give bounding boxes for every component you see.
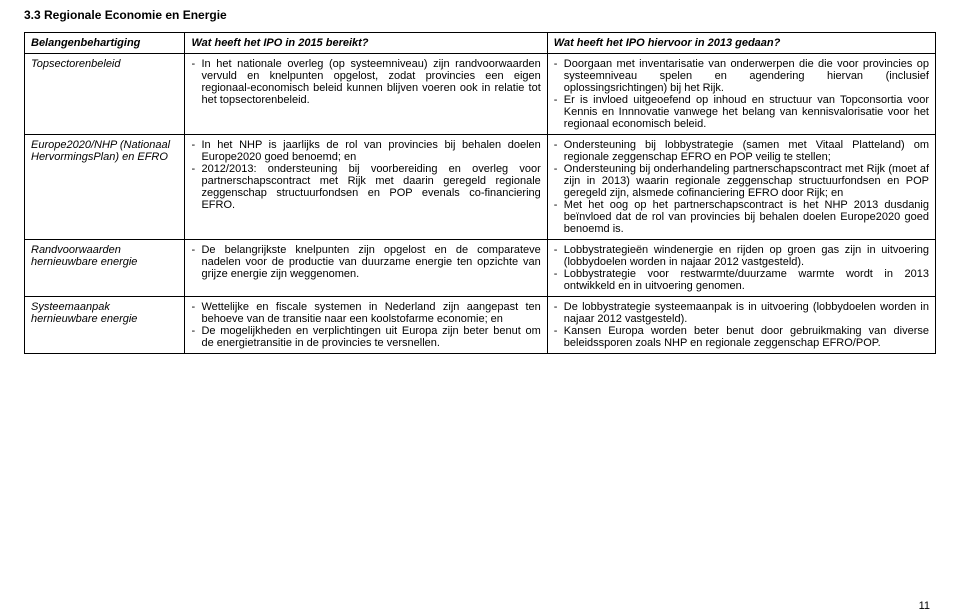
cell-2013: De lobbystrategie systeemaanpak is in ui…	[547, 297, 935, 354]
col-header-3: Wat heeft het IPO hiervoor in 2013 gedaa…	[547, 33, 935, 54]
table-row: Randvoorwaarden hernieuwbare energie De …	[25, 240, 936, 297]
table-row: Topsectorenbeleid In het nationale overl…	[25, 54, 936, 135]
list-item: Er is invloed uitgeoefend op inhoud en s…	[554, 94, 929, 130]
cell-2015: De belangrijkste knelpunten zijn opgelos…	[185, 240, 547, 297]
row-label: Systeemaanpak hernieuwbare energie	[25, 297, 185, 354]
list-item: In het nationale overleg (op systeemnive…	[191, 58, 540, 106]
list-item: Lobbystrategieën windenergie en rijden o…	[554, 244, 929, 268]
cell-2015: Wettelijke en fiscale systemen in Nederl…	[185, 297, 547, 354]
list-item: Ondersteuning bij onderhandeling partner…	[554, 163, 929, 199]
col-header-2: Wat heeft het IPO in 2015 bereikt?	[185, 33, 547, 54]
list-item: Doorgaan met inventarisatie van onderwer…	[554, 58, 929, 94]
row-label: Randvoorwaarden hernieuwbare energie	[25, 240, 185, 297]
cell-2013: Doorgaan met inventarisatie van onderwer…	[547, 54, 935, 135]
cell-2013: Ondersteuning bij lobbystrategie (samen …	[547, 135, 935, 240]
table-row: Europe2020/NHP (Nationaal HervormingsPla…	[25, 135, 936, 240]
list-item: Kansen Europa worden beter benut door ge…	[554, 325, 929, 349]
row-label: Europe2020/NHP (Nationaal HervormingsPla…	[25, 135, 185, 240]
cell-2015: In het NHP is jaarlijks de rol van provi…	[185, 135, 547, 240]
table-row: Systeemaanpak hernieuwbare energie Wette…	[25, 297, 936, 354]
table-header-row: Belangenbehartiging Wat heeft het IPO in…	[25, 33, 936, 54]
cell-2015: In het nationale overleg (op systeemnive…	[185, 54, 547, 135]
list-item: Lobbystrategie voor restwarmte/duurzame …	[554, 268, 929, 292]
cell-2013: Lobbystrategieën windenergie en rijden o…	[547, 240, 935, 297]
list-item: Wettelijke en fiscale systemen in Nederl…	[191, 301, 540, 325]
list-item: De lobbystrategie systeemaanpak is in ui…	[554, 301, 929, 325]
list-item: In het NHP is jaarlijks de rol van provi…	[191, 139, 540, 163]
section-title: 3.3 Regionale Economie en Energie	[24, 8, 936, 22]
list-item: De belangrijkste knelpunten zijn opgelos…	[191, 244, 540, 280]
list-item: 2012/2013: ondersteuning bij voorbereidi…	[191, 163, 540, 211]
page-number: 11	[919, 600, 930, 612]
list-item: De mogelijkheden en verplichtingen uit E…	[191, 325, 540, 349]
list-item: Ondersteuning bij lobbystrategie (samen …	[554, 139, 929, 163]
col-header-1: Belangenbehartiging	[25, 33, 185, 54]
row-label: Topsectorenbeleid	[25, 54, 185, 135]
policy-table: Belangenbehartiging Wat heeft het IPO in…	[24, 32, 936, 354]
list-item: Met het oog op het partnerschapscontract…	[554, 199, 929, 235]
table-body: Topsectorenbeleid In het nationale overl…	[25, 54, 936, 354]
